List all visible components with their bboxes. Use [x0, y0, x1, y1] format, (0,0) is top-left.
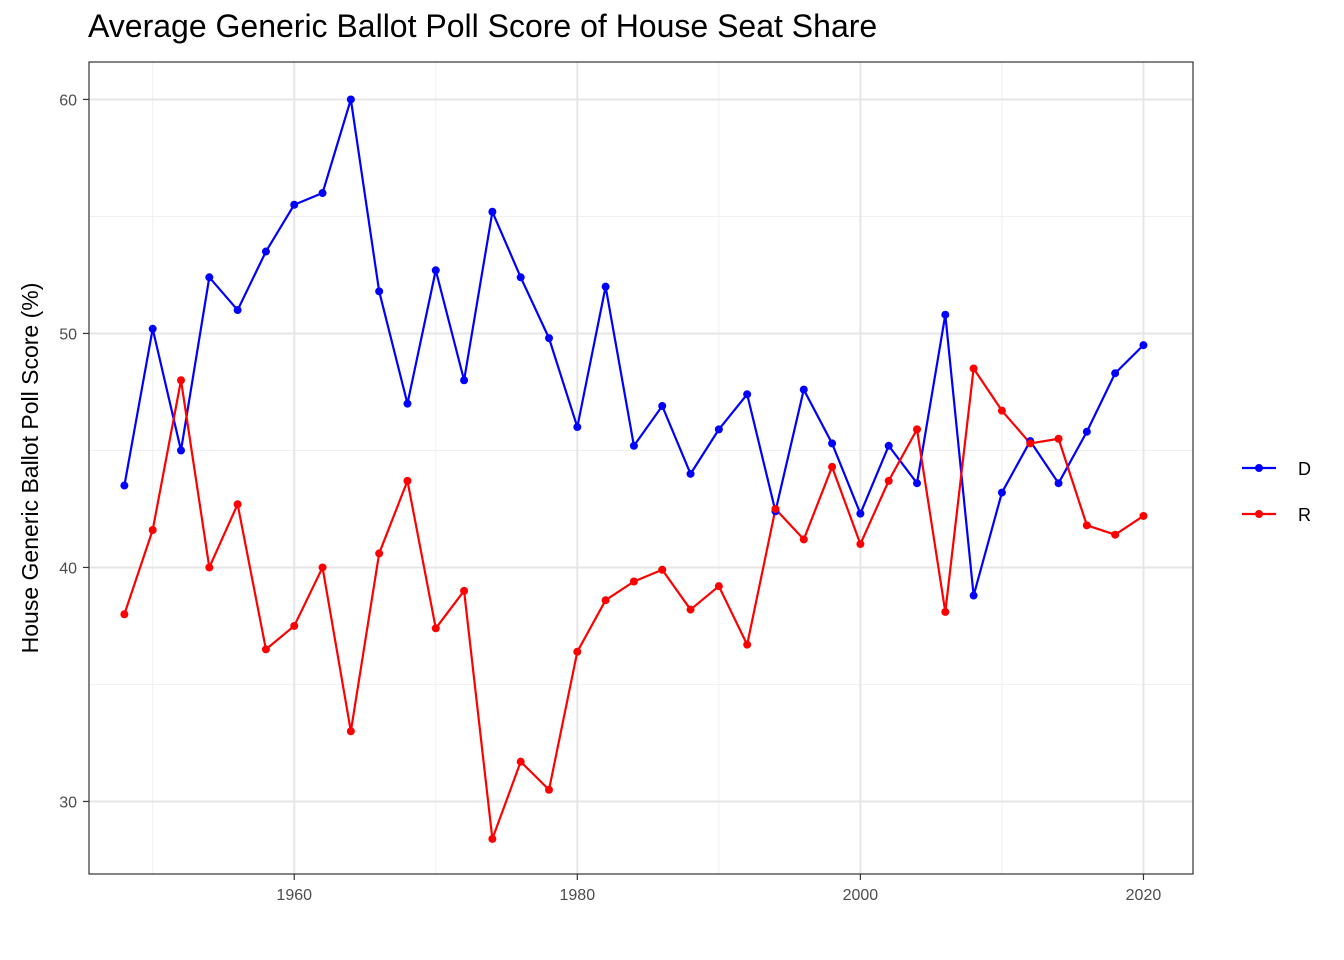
- data-point-D: [969, 591, 978, 600]
- legend-label-D: D: [1298, 459, 1311, 479]
- data-point-D: [913, 479, 921, 488]
- data-point-R: [516, 757, 525, 766]
- data-point-R: [601, 596, 610, 605]
- data-point-R: [1026, 439, 1035, 448]
- data-point-D: [290, 200, 299, 209]
- data-point-R: [799, 535, 808, 544]
- data-point-R: [743, 640, 752, 649]
- data-point-R: [403, 476, 412, 485]
- data-point-D: [545, 334, 553, 343]
- data-point-R: [1054, 434, 1063, 443]
- data-point-R: [913, 425, 921, 434]
- data-point-R: [290, 621, 299, 630]
- data-point-D: [686, 469, 695, 478]
- grid-major: [89, 62, 1193, 874]
- data-point-D: [375, 287, 384, 296]
- y-axis: 30 40 50 60: [59, 92, 89, 811]
- data-point-R: [969, 364, 978, 373]
- data-point-R: [686, 605, 695, 614]
- series-points: [120, 95, 1148, 843]
- y-tick-label: 30: [59, 794, 77, 811]
- data-point-D: [941, 310, 950, 319]
- data-point-R: [1082, 521, 1091, 530]
- data-point-R: [573, 647, 582, 656]
- data-point-R: [629, 577, 638, 586]
- legend-key-point-R: [1255, 510, 1263, 518]
- data-point-R: [884, 476, 893, 485]
- data-point-D: [177, 446, 185, 455]
- data-point-D: [318, 189, 327, 198]
- data-point-R: [941, 607, 950, 616]
- data-point-D: [601, 282, 610, 291]
- data-point-R: [1139, 511, 1148, 520]
- data-point-D: [120, 481, 129, 490]
- data-point-R: [771, 504, 780, 513]
- y-tick-label: 50: [59, 326, 77, 343]
- plot-border: [88, 61, 1194, 875]
- data-point-D: [431, 266, 440, 275]
- y-tick-label: 40: [59, 560, 77, 577]
- data-point-R: [658, 565, 667, 574]
- data-point-D: [1111, 369, 1120, 378]
- data-point-R: [488, 834, 497, 843]
- x-tick-label: 2000: [843, 887, 879, 904]
- data-point-D: [714, 425, 723, 434]
- data-point-D: [884, 441, 893, 450]
- data-point-R: [997, 406, 1006, 415]
- x-tick-label: 2020: [1126, 887, 1162, 904]
- data-point-R: [460, 586, 469, 595]
- data-point-R: [177, 376, 185, 385]
- data-point-D: [148, 324, 157, 333]
- legend: DR: [1242, 459, 1311, 525]
- data-point-D: [1082, 427, 1091, 436]
- x-axis: 1960 1980 2000 2020: [276, 874, 1161, 904]
- data-point-D: [233, 306, 242, 315]
- legend-key-point-D: [1255, 464, 1263, 472]
- data-point-D: [460, 376, 469, 385]
- data-point-R: [120, 610, 129, 619]
- data-point-D: [828, 439, 837, 448]
- data-point-D: [346, 95, 355, 104]
- data-point-R: [545, 785, 553, 794]
- legend-label-R: R: [1298, 505, 1311, 525]
- y-tick-label: 60: [59, 92, 77, 109]
- data-point-D: [573, 423, 582, 432]
- data-point-R: [714, 582, 723, 591]
- x-tick-label: 1960: [276, 887, 312, 904]
- data-point-D: [743, 390, 752, 399]
- data-point-R: [318, 563, 327, 572]
- data-point-D: [205, 273, 214, 282]
- data-point-R: [233, 500, 242, 509]
- data-point-D: [658, 401, 667, 410]
- data-point-D: [1054, 479, 1063, 488]
- data-point-R: [856, 540, 865, 549]
- data-point-D: [488, 207, 497, 216]
- chart-title: Average Generic Ballot Poll Score of Hou…: [88, 8, 878, 44]
- data-point-D: [799, 385, 808, 394]
- data-point-R: [1111, 530, 1120, 539]
- plot-background: [89, 62, 1193, 874]
- data-point-D: [856, 509, 865, 518]
- data-point-R: [375, 549, 384, 558]
- x-tick-label: 1980: [560, 887, 596, 904]
- data-point-D: [516, 273, 525, 282]
- data-point-D: [997, 488, 1006, 497]
- data-point-R: [261, 645, 270, 654]
- data-point-D: [1139, 341, 1148, 350]
- data-point-R: [148, 526, 157, 535]
- data-point-D: [629, 441, 638, 450]
- data-point-R: [431, 624, 440, 633]
- data-point-R: [828, 462, 837, 471]
- data-point-D: [261, 247, 270, 256]
- grid-minor: [89, 62, 1193, 874]
- data-point-R: [205, 563, 214, 572]
- data-point-R: [346, 727, 355, 736]
- data-point-D: [403, 399, 412, 408]
- y-axis-title: House Generic Ballot Poll Score (%): [17, 283, 43, 654]
